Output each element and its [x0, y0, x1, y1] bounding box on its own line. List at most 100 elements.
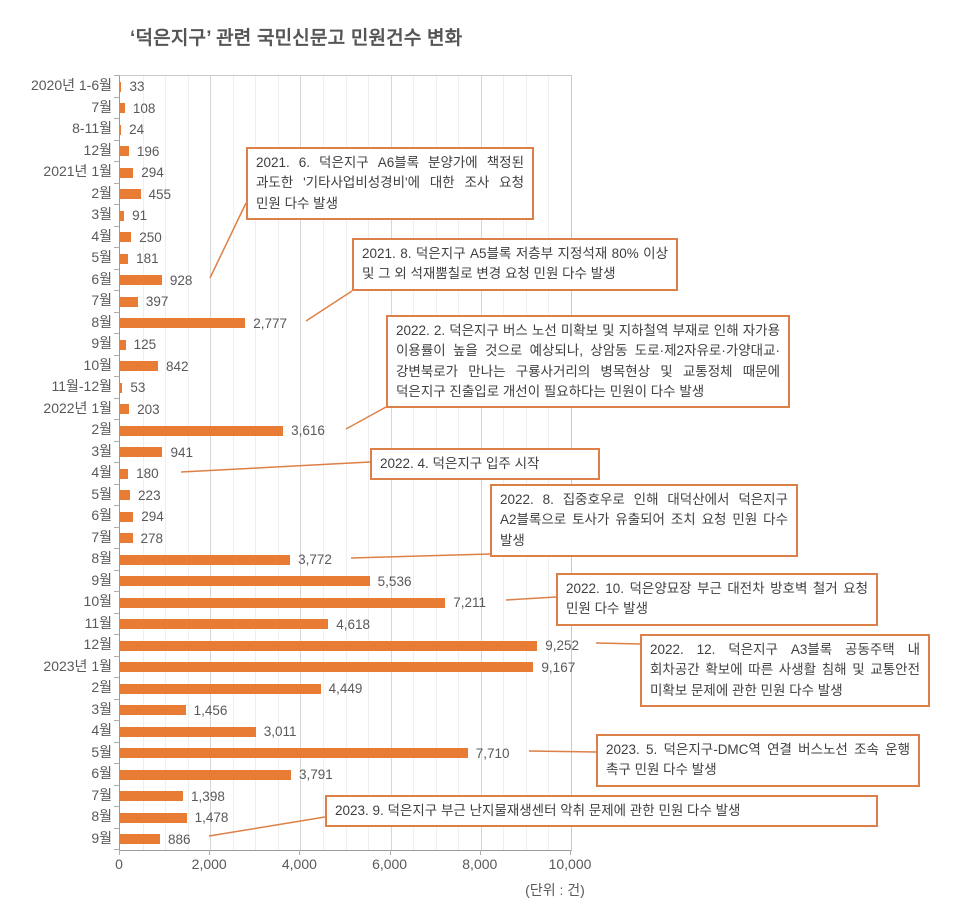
bar-value-label: 2,777: [253, 315, 288, 331]
bar-value-label: 125: [133, 337, 157, 352]
category-label: 3월: [91, 700, 112, 717]
bar: [120, 124, 122, 135]
y-axis-tick: [114, 268, 119, 270]
bar: [120, 167, 134, 178]
bar-value-label: 4,449: [328, 681, 363, 696]
bar: [120, 834, 160, 845]
category-label: 10월: [83, 593, 112, 609]
category-label: 6월: [91, 765, 112, 781]
bar-value-label: 941: [170, 444, 193, 460]
bar: [120, 769, 291, 780]
bar-value-label: 9,167: [541, 659, 576, 675]
bar: [120, 812, 187, 823]
y-axis-tick: [114, 634, 119, 635]
y-axis-tick: [114, 161, 119, 162]
y-axis-tick: [114, 763, 119, 764]
y-axis-tick: [114, 526, 119, 528]
y-axis-tick: [114, 784, 119, 786]
x-axis-tick: [209, 850, 211, 855]
x-axis-tick-label: 2,000: [191, 856, 227, 872]
bar-value-label: 397: [145, 294, 169, 309]
category-label: 7월: [91, 528, 112, 545]
bar-value-label: 91: [132, 208, 148, 223]
bar-value-label: 7,710: [475, 745, 510, 761]
y-axis-tick: [114, 548, 119, 549]
annotation-box: 2022. 10. 덕은양묘장 부근 대전차 방호벽 철거 요청 민원 다수 발…: [556, 573, 878, 626]
y-axis-tick: [114, 397, 119, 399]
bar-value-label: 4,618: [336, 616, 371, 632]
category-label: 2월: [91, 421, 112, 437]
category-label: 7월: [91, 786, 112, 803]
annotation-box: 2022. 8. 집중호우로 인해 대덕산에서 덕은지구 A2블록으로 토사가 …: [490, 484, 798, 557]
category-label: 2월: [91, 184, 112, 201]
bar: [120, 232, 132, 243]
bar-value-label: 294: [141, 165, 164, 180]
category-label: 2월: [91, 679, 112, 695]
gridline: [142, 76, 144, 850]
bar-value-label: 455: [148, 186, 172, 202]
bar: [120, 253, 129, 264]
category-label: 2020년 1-6월: [30, 77, 112, 93]
y-axis-tick: [114, 311, 119, 313]
category-label: 8월: [91, 550, 112, 566]
y-axis-tick: [114, 741, 119, 743]
category-label: 6월: [91, 270, 112, 287]
y-axis-tick: [114, 483, 119, 485]
x-axis-tick-label: 4,000: [281, 856, 317, 872]
bar: [120, 382, 123, 393]
y-axis-tick: [114, 698, 119, 700]
x-axis-tick: [119, 850, 120, 855]
category-label: 4월: [91, 227, 112, 244]
category-label: 9월: [91, 571, 112, 588]
category-label: 2022년 1월: [43, 399, 112, 416]
annotation-box: 2021. 8. 덕은지구 A5블록 저층부 지정석재 80% 이상 및 그 외…: [352, 238, 678, 291]
bar: [120, 619, 329, 630]
y-axis-tick: [114, 462, 119, 463]
bar: [120, 554, 291, 565]
y-axis-tick: [114, 419, 119, 420]
category-label: 2021년 1월: [43, 163, 112, 179]
bar-value-label: 842: [165, 358, 189, 374]
category-label: 11월-12월: [51, 378, 112, 394]
bar-value-label: 3,791: [298, 767, 333, 782]
gridline: [165, 76, 167, 850]
bar: [120, 662, 534, 673]
bar: [120, 146, 129, 157]
bar: [120, 511, 134, 522]
category-label: 6월: [91, 507, 112, 523]
bar-value-label: 180: [136, 466, 159, 481]
y-axis-tick: [114, 247, 119, 248]
bar-value-label: 53: [130, 380, 146, 395]
bar-value-label: 3,616: [291, 423, 325, 438]
bar-value-label: 108: [132, 100, 156, 116]
y-axis-tick: [114, 591, 119, 592]
bar-value-label: 3,772: [298, 552, 332, 567]
y-axis-tick: [114, 118, 119, 119]
category-label: 9월: [91, 829, 112, 846]
annotation-box: 2022. 4. 덕은지구 입주 시작: [370, 448, 600, 481]
bar-value-label: 250: [139, 229, 162, 245]
bar: [120, 404, 130, 415]
bar-value-label: 33: [129, 79, 145, 94]
category-label: 7월: [91, 98, 112, 115]
annotation-box: 2021. 6. 덕은지구 A6블록 분양가에 책정된 과도한 '기타사업비성경…: [246, 147, 534, 220]
bar: [120, 296, 138, 307]
bar-value-label: 196: [136, 143, 160, 159]
y-axis-tick: [114, 182, 119, 184]
y-axis-tick: [114, 720, 119, 721]
category-label: 3월: [91, 442, 112, 459]
chart-title: ‘덕은지구’ 관련 국민신문고 민원건수 변화: [130, 27, 463, 49]
x-axis-tick: [570, 850, 571, 855]
y-axis-tick: [114, 827, 119, 829]
bar-value-label: 181: [136, 251, 159, 266]
y-axis-tick: [114, 612, 119, 614]
bar-value-label: 1,398: [191, 788, 225, 804]
bar: [120, 361, 158, 372]
category-label: 5월: [91, 743, 112, 760]
bar: [120, 640, 538, 651]
bar-value-label: 1,478: [194, 810, 229, 825]
leader-line: [595, 642, 641, 645]
bar: [120, 597, 446, 608]
bar-value-label: 1,456: [193, 702, 228, 718]
